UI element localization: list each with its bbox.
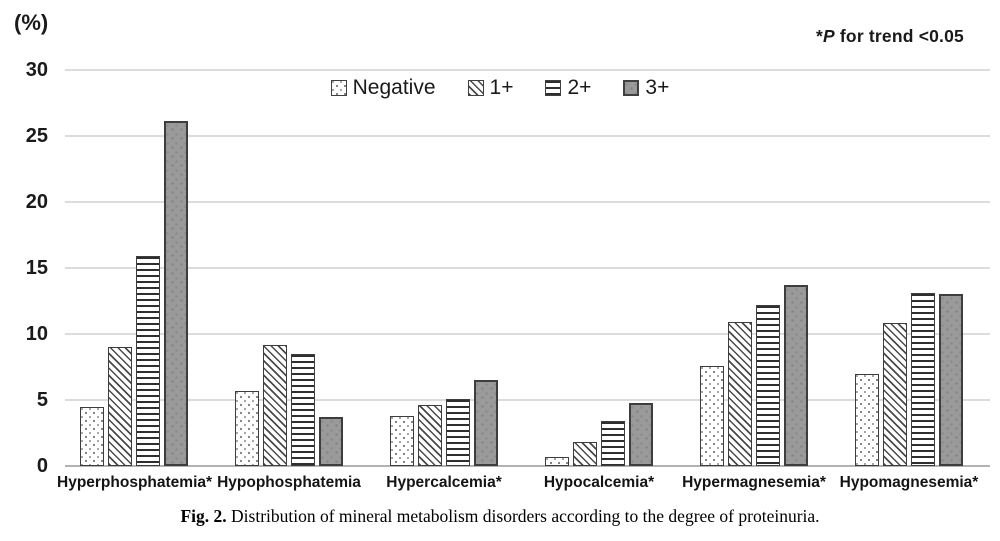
bar-hyperphosphatemia-1 (108, 347, 132, 466)
bar-hypermagnesemia-3 (784, 285, 808, 466)
bar-hypophosphatemia-1 (263, 345, 287, 466)
legend-label-2: 2+ (567, 76, 592, 99)
gridline-5 (65, 399, 990, 401)
legend-item-1: 1+ (467, 76, 514, 100)
bar-group-hypermagnesemia (700, 285, 808, 466)
bar-hyperphosphatemia-negative (80, 407, 104, 466)
y-tick-label-30: 30 (25, 59, 48, 81)
legend-item-negative: Negative (330, 76, 436, 100)
bar-hypercalcemia-negative (390, 416, 414, 466)
bar-hypomagnesemia-negative (855, 374, 879, 466)
annotation-p: P (822, 26, 835, 46)
bar-hypomagnesemia-3 (939, 294, 963, 466)
x-axis-line (65, 465, 990, 467)
legend-item-2: 2+ (545, 76, 591, 100)
plot-area (65, 69, 990, 467)
legend-swatch-3 (623, 80, 640, 96)
legend-swatch-2 (545, 80, 562, 96)
bar-hypercalcemia-2 (446, 399, 470, 466)
y-tick-label-25: 25 (25, 125, 48, 147)
bar-hypophosphatemia-2 (291, 354, 315, 466)
y-tick-label-20: 20 (25, 191, 48, 213)
bar-hypercalcemia-1 (418, 405, 442, 466)
bar-hypocalcemia-3 (629, 403, 653, 466)
annotation-star: * (815, 26, 823, 46)
x-label-hypophosphatemia: Hypophosphatemia (217, 474, 361, 491)
gridline-25 (65, 135, 990, 137)
bar-hyperphosphatemia-3 (164, 121, 188, 466)
legend-label-1: 1+ (489, 76, 514, 99)
x-axis-labels: Hyperphosphatemia* Hypophosphatemia Hyperc… (57, 474, 990, 498)
bar-hypermagnesemia-1 (728, 322, 752, 466)
legend-item-3: 3+ (623, 76, 669, 100)
bar-hypocalcemia-negative (545, 457, 569, 466)
gridline-10 (65, 333, 990, 335)
x-label-hypocalcemia: Hypocalcemia* (543, 474, 655, 491)
x-label-hyperphosphatemia: Hyperphosphatemia* (57, 474, 213, 491)
bar-group-hyperphosphatemia (80, 121, 188, 466)
y-axis-unit-label: (%) (14, 10, 49, 35)
figure-caption: Fig. 2. Distribution of mineral metaboli… (0, 506, 1000, 527)
y-tick-label-10: 10 (25, 323, 48, 345)
bar-hypocalcemia-1 (573, 442, 597, 466)
legend-label-3: 3+ (645, 76, 670, 99)
bar-group-hypocalcemia (545, 403, 653, 466)
bar-group-hypercalcemia (390, 380, 498, 466)
bar-hypomagnesemia-1 (883, 323, 907, 466)
legend-label-negative: Negative (352, 76, 436, 99)
bar-hypermagnesemia-2 (756, 305, 780, 466)
y-tick-label-0: 0 (36, 455, 48, 477)
bar-hypophosphatemia-3 (319, 417, 343, 466)
p-trend-annotation: *P for trend <0.05 (816, 26, 964, 47)
y-tick-label-5: 5 (36, 389, 48, 411)
gridline-20 (65, 201, 990, 203)
bar-hypermagnesemia-negative (700, 366, 724, 466)
annotation-rest: for trend <0.05 (834, 26, 964, 46)
bar-hypophosphatemia-negative (235, 391, 259, 466)
x-label-hypomagnesemia: Hypomagnesemia* (839, 474, 979, 491)
legend: Negative 1+ 2+ 3+ (0, 76, 1000, 100)
figure-caption-text: Distribution of mineral metabolism disor… (226, 506, 820, 526)
legend-swatch-negative (330, 80, 347, 96)
bar-group-hypomagnesemia (855, 293, 963, 466)
bar-hyperphosphatemia-2 (136, 256, 160, 466)
bar-group-hypophosphatemia (235, 345, 343, 466)
gridline-30 (65, 69, 990, 71)
bar-hypercalcemia-3 (474, 380, 498, 466)
bar-hypocalcemia-2 (601, 421, 625, 466)
figure-number: Fig. 2. (180, 506, 227, 526)
gridline-15 (65, 267, 990, 269)
y-tick-label-15: 15 (25, 257, 48, 279)
x-label-hypermagnesemia: Hypermagnesemia* (682, 474, 826, 491)
x-label-hypercalcemia: Hypercalcemia* (386, 474, 502, 491)
bar-hypomagnesemia-2 (911, 293, 935, 466)
legend-swatch-1 (467, 80, 484, 96)
